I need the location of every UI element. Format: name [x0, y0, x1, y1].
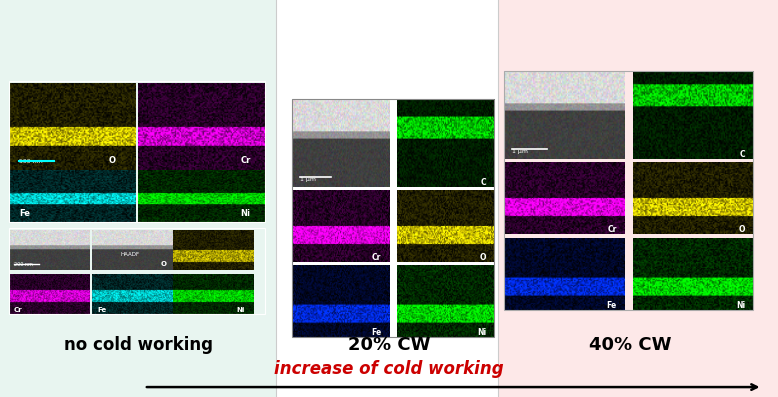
Text: Cr: Cr [372, 253, 381, 262]
Text: Ni: Ni [240, 209, 251, 218]
Bar [504, 71, 753, 310]
FancyBboxPatch shape [0, 0, 276, 397]
Bar [292, 99, 494, 337]
Text: 200 nm: 200 nm [14, 262, 33, 267]
Text: C: C [740, 150, 745, 159]
Text: Ni: Ni [237, 306, 245, 313]
FancyBboxPatch shape [276, 0, 498, 397]
Text: Fe: Fe [97, 306, 107, 313]
Text: O: O [109, 156, 116, 165]
Text: increase of cold working: increase of cold working [274, 360, 504, 378]
Text: 1 µm: 1 µm [300, 177, 316, 182]
Text: Cr: Cr [14, 306, 23, 313]
Text: Cr: Cr [240, 156, 251, 165]
Text: Fe: Fe [607, 301, 617, 310]
Text: Fe: Fe [371, 328, 381, 337]
Text: no cold working: no cold working [64, 336, 213, 355]
Text: 20% CW: 20% CW [348, 336, 430, 355]
Text: 1 µm: 1 µm [512, 149, 528, 154]
Text: 40% CW: 40% CW [589, 336, 671, 355]
Text: O: O [161, 261, 167, 267]
Text: Fe: Fe [19, 209, 30, 218]
Text: C: C [481, 177, 486, 187]
Text: O: O [739, 225, 745, 234]
Text: Ni: Ni [736, 301, 745, 310]
Text: 500 nm: 500 nm [19, 159, 44, 164]
Text: O: O [480, 253, 486, 262]
Text: HAADF: HAADF [121, 252, 140, 257]
FancyBboxPatch shape [498, 0, 778, 397]
Bar [9, 228, 265, 314]
Text: Cr: Cr [608, 225, 617, 234]
Bar [9, 81, 265, 222]
Text: Ni: Ni [477, 328, 486, 337]
